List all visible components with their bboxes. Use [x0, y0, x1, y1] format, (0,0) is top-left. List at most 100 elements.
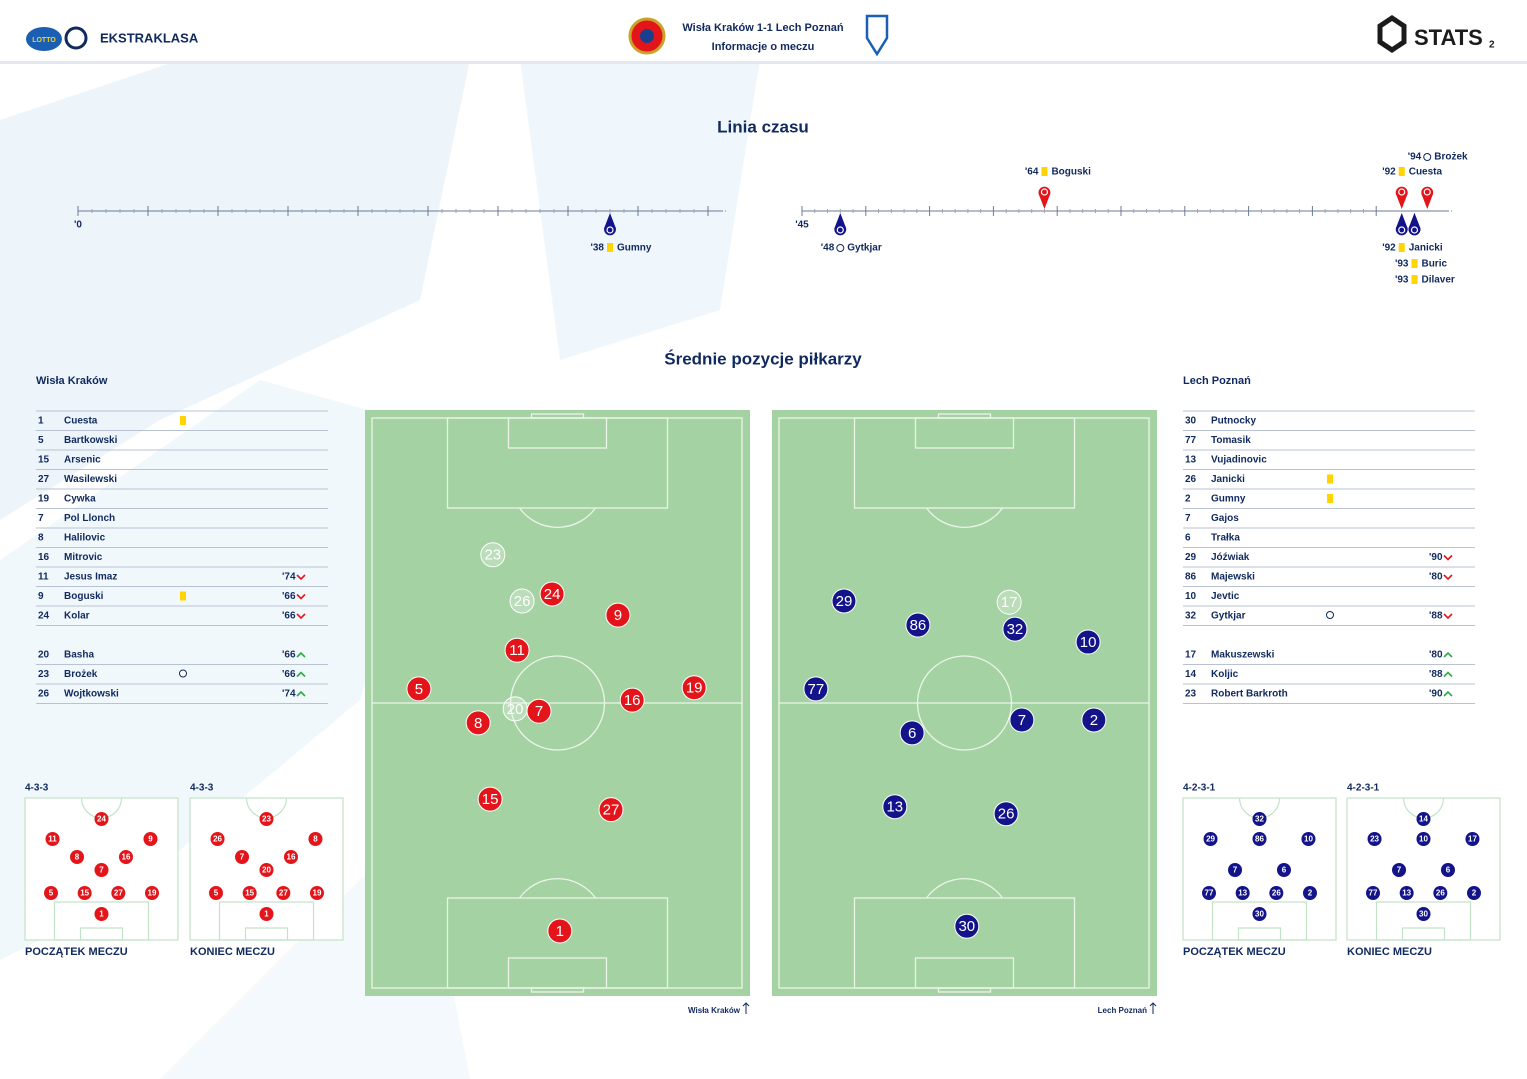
- position-number: 23: [484, 547, 501, 564]
- center-circle: [916, 655, 1013, 751]
- player-position: [477, 786, 503, 812]
- formation-player: [308, 832, 323, 846]
- player-number: 2: [1185, 494, 1191, 505]
- formation-number: 77: [1205, 889, 1214, 898]
- formation-player: [210, 832, 225, 846]
- formation-player: [259, 907, 274, 921]
- formation-player: [1392, 863, 1407, 877]
- formation-player: [1252, 832, 1267, 846]
- sub-in-arrow: [296, 671, 306, 678]
- formation-player: [1228, 863, 1243, 877]
- event-player: Gumny: [617, 243, 652, 254]
- goal: [937, 413, 992, 419]
- formation-number: 7: [1397, 866, 1402, 875]
- formation-player: [242, 886, 257, 900]
- sub-minute: '74: [282, 689, 296, 700]
- formation-number: 26: [1436, 889, 1445, 898]
- sub-minute: '66: [282, 669, 296, 680]
- goal: [530, 987, 585, 993]
- yellow-card-icon: [1327, 474, 1333, 484]
- formation-player: [1252, 907, 1267, 921]
- yellow-card-icon: [1398, 243, 1405, 252]
- yellow-card-icon: [1411, 275, 1418, 284]
- sub-in-arrow: [1443, 690, 1453, 697]
- player-position: [605, 602, 631, 628]
- goal: [937, 987, 992, 993]
- position-number: 7: [1018, 712, 1026, 729]
- sub-minute: '88: [1429, 669, 1443, 680]
- event-pin: [1421, 186, 1434, 209]
- yellow-card-icon: [180, 591, 186, 601]
- player-number: 13: [1185, 455, 1197, 466]
- formation-player: [1416, 907, 1431, 921]
- goal-icon: [179, 669, 187, 678]
- center-circle: [509, 655, 606, 751]
- player-name: Basha: [64, 650, 94, 661]
- formation-number: 14: [1419, 815, 1428, 824]
- formation-number: 86: [1255, 835, 1264, 844]
- player-number: 32: [1185, 611, 1197, 622]
- header-shadow: [0, 61, 1527, 64]
- formation-shape: 4-3-3: [25, 783, 49, 794]
- player-name: Arsenic: [64, 455, 101, 466]
- yellow-card-icon: [1398, 167, 1405, 176]
- sub-out-arrow: [1443, 554, 1453, 561]
- player-number: 30: [1185, 416, 1197, 427]
- player-position: [831, 588, 857, 614]
- player-name: Gajos: [1211, 513, 1239, 524]
- event-pin: [1395, 213, 1408, 236]
- formation-player: [1399, 886, 1414, 900]
- event-minute: '93: [1395, 275, 1409, 286]
- team-list-title: Wisła Kraków: [36, 375, 108, 387]
- event-minute: '64: [1025, 167, 1039, 178]
- position-number: 86: [910, 617, 927, 634]
- goal: [530, 413, 585, 419]
- formation-number: 8: [313, 835, 318, 844]
- formation-number: 17: [1468, 835, 1477, 844]
- position-number: 11: [509, 642, 525, 659]
- position-number: 17: [1001, 594, 1018, 611]
- player-number: 29: [1185, 552, 1197, 563]
- player-number: 14: [1185, 669, 1197, 680]
- position-number: 5: [415, 681, 423, 698]
- mini-six-yard: [1237, 927, 1282, 941]
- formation-number: 2: [1308, 889, 1313, 898]
- position-number: 32: [1007, 621, 1024, 638]
- formation-player: [209, 886, 224, 900]
- position-number: 8: [474, 715, 482, 732]
- match-subtitle: Informacje o meczu: [712, 41, 815, 53]
- player-name: Majewski: [1211, 572, 1255, 583]
- player-number: 6: [1185, 533, 1191, 544]
- event-minute: '93: [1395, 259, 1409, 270]
- sub-minute: '90: [1429, 689, 1443, 700]
- player-position: [954, 913, 980, 939]
- player-position: [993, 801, 1019, 827]
- goal-icon: [1423, 153, 1432, 161]
- sub-in-arrow: [296, 651, 306, 658]
- event-pin: [1038, 186, 1051, 209]
- formation-number: 6: [1446, 866, 1451, 875]
- event-pin-dot: [606, 226, 614, 234]
- player-name: Robert Barkroth: [1211, 689, 1288, 700]
- position-number: 26: [514, 593, 531, 610]
- mini-six-yard: [79, 927, 124, 941]
- player-number: 20: [38, 650, 50, 661]
- player-number: 11: [38, 572, 49, 583]
- player-position: [803, 676, 829, 702]
- position-number: 20: [507, 701, 524, 718]
- timeline-title: Linia czasu: [717, 117, 809, 136]
- player-position: [1075, 629, 1101, 655]
- header-bar: [0, 0, 1527, 62]
- event-pin-dot: [836, 226, 844, 234]
- formation-number: 2: [1472, 889, 1477, 898]
- event-pin: [834, 213, 847, 236]
- stats-brand: STATS: [1414, 25, 1483, 50]
- position-number: 29: [836, 593, 853, 610]
- formation-player: [94, 863, 109, 877]
- player-number: 8: [38, 533, 44, 544]
- formation-player: [1416, 832, 1431, 846]
- player-position: [509, 588, 535, 614]
- player-name: Gytkjar: [1211, 611, 1246, 622]
- player-name: Jevtic: [1211, 591, 1240, 602]
- event-player: Boguski: [1051, 167, 1091, 178]
